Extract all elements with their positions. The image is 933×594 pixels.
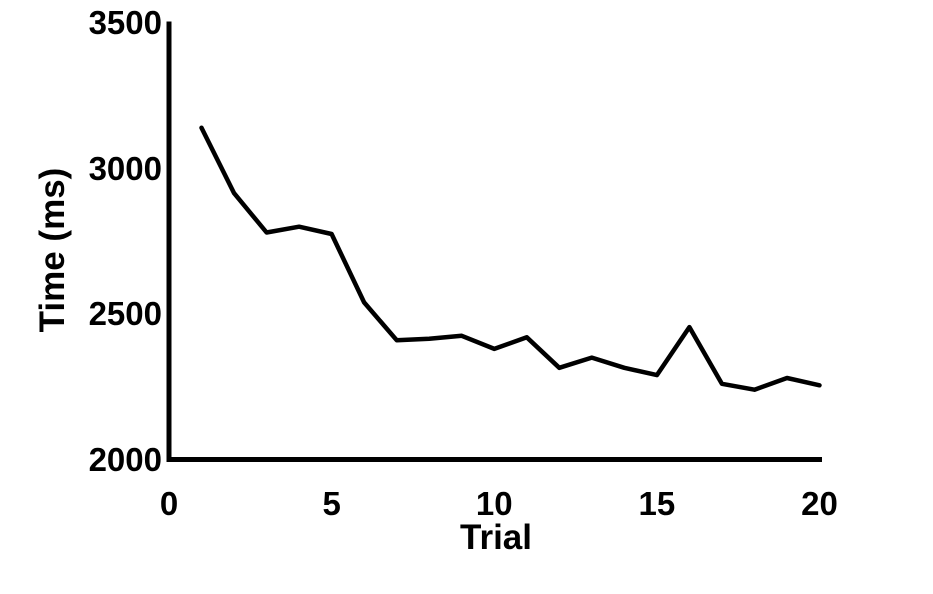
x-tick-label: 5 <box>322 485 341 522</box>
y-tick-label: 3000 <box>88 149 162 187</box>
x-tick-label: 0 <box>159 485 179 522</box>
x-tick-label: 15 <box>638 485 676 522</box>
y-tick-label: 3500 <box>88 4 162 41</box>
axes-spines <box>166 21 822 462</box>
y-tick-label: 2000 <box>88 440 162 478</box>
x-tick-label: 20 <box>801 485 838 522</box>
y-axis-title: Time (ms) <box>33 167 72 333</box>
x-axis-title: Trial <box>460 518 532 557</box>
y-tick-label: 2500 <box>88 295 162 332</box>
data-line <box>199 125 822 392</box>
x-tick-label: 10 <box>475 485 513 522</box>
